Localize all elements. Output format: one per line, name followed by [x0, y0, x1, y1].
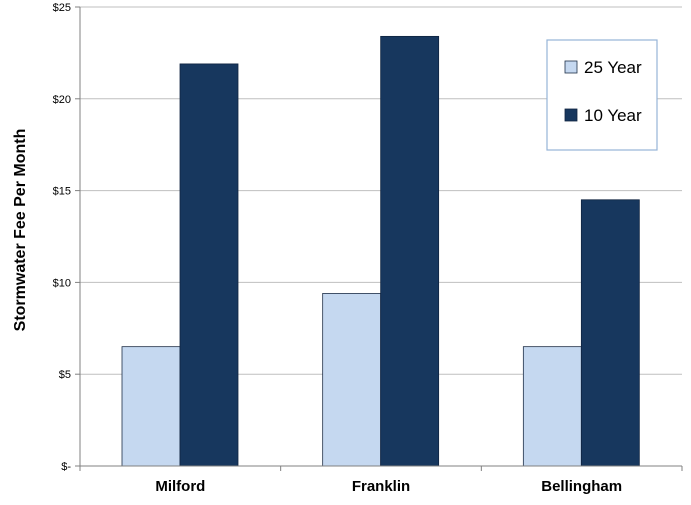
y-tick-label: $- — [61, 461, 71, 473]
legend-box — [546, 39, 658, 151]
legend-swatch — [564, 108, 578, 122]
bar-franklin-25-year — [322, 293, 382, 467]
legend-swatch — [564, 60, 578, 74]
legend-label: 10 Year — [584, 106, 642, 125]
bar-franklin-10-year — [380, 35, 440, 467]
y-tick-label: $10 — [53, 277, 71, 289]
y-tick-label: $5 — [59, 369, 71, 381]
axes — [79, 7, 683, 471]
x-category-label: Franklin — [352, 478, 410, 495]
bar-milford-25-year — [121, 346, 181, 467]
x-category-labels: Milford Franklin Bellingham — [155, 478, 622, 495]
y-tick-labels: $- $5 $10 $15 $20 $25 — [53, 2, 72, 473]
x-category-label: Bellingham — [541, 478, 622, 495]
x-category-label: Milford — [155, 478, 205, 495]
bar-bellingham-25-year — [522, 346, 582, 467]
legend: 25 Year 10 Year — [546, 39, 658, 151]
legend-label: 25 Year — [584, 58, 642, 77]
bars — [121, 35, 640, 467]
y-tick-label: $25 — [53, 2, 71, 14]
y-tick-label: $15 — [53, 186, 71, 198]
y-tick-label: $20 — [53, 94, 71, 106]
bar-milford-10-year — [179, 63, 239, 467]
y-axis-title: Stormwater Fee Per Month — [12, 129, 29, 332]
bar-bellingham-10-year — [580, 199, 640, 467]
